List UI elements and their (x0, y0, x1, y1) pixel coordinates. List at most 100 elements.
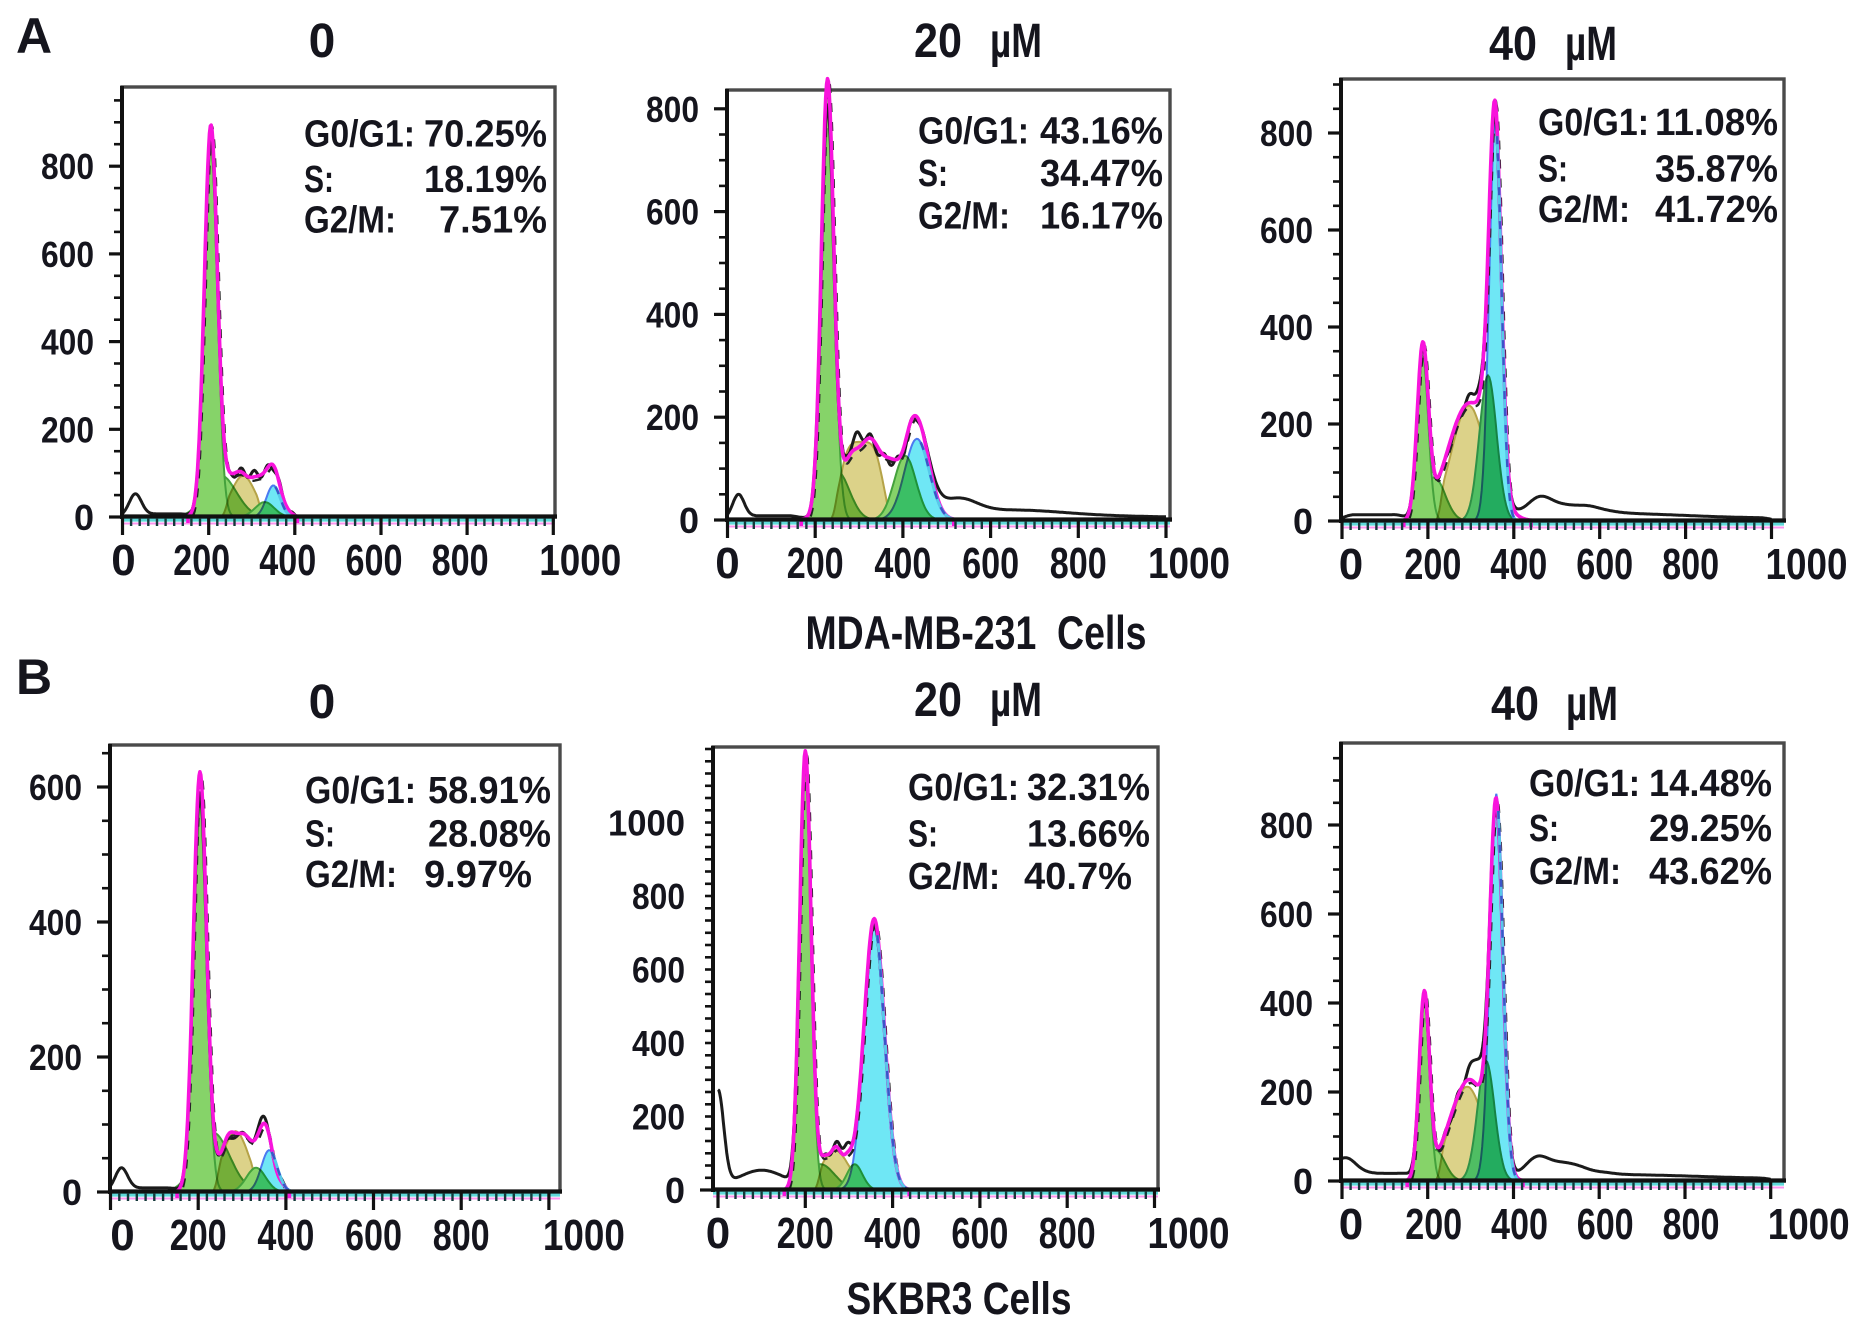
svg-text:800: 800 (1260, 805, 1313, 846)
svg-text:µM: µM (1566, 678, 1618, 731)
svg-text:800: 800 (1662, 540, 1719, 589)
svg-text:1000: 1000 (608, 803, 685, 844)
svg-text:200: 200 (1405, 1200, 1462, 1249)
svg-text:40: 40 (1491, 678, 1539, 731)
svg-text:400: 400 (646, 294, 699, 335)
svg-text:400: 400 (1260, 307, 1313, 348)
svg-text:G0/G1:: G0/G1: (908, 767, 1019, 809)
svg-text:G2/M:: G2/M: (1529, 851, 1621, 893)
svg-text:µM: µM (990, 15, 1042, 68)
svg-text:800: 800 (1663, 1200, 1720, 1249)
svg-text:S:: S: (1538, 149, 1568, 191)
svg-text:600: 600 (29, 767, 82, 808)
svg-text:600: 600 (346, 536, 403, 585)
svg-text:200: 200 (646, 397, 699, 438)
svg-text:32.31%: 32.31% (1027, 767, 1150, 809)
svg-text:20: 20 (914, 674, 962, 727)
svg-text:600: 600 (1576, 540, 1633, 589)
svg-text:S:: S: (1529, 808, 1559, 850)
svg-text:400: 400 (257, 1211, 314, 1260)
svg-text:400: 400 (29, 902, 82, 943)
svg-text:800: 800 (41, 146, 94, 187)
svg-text:600: 600 (632, 950, 685, 991)
svg-text:600: 600 (41, 234, 94, 275)
svg-text:0: 0 (110, 1211, 134, 1260)
svg-text:0: 0 (62, 1172, 82, 1213)
svg-text:600: 600 (951, 1209, 1008, 1258)
svg-text:G0/G1:: G0/G1: (1538, 102, 1649, 144)
svg-text:1000: 1000 (1768, 1200, 1850, 1249)
svg-text:400: 400 (632, 1023, 685, 1064)
svg-text:0: 0 (1293, 501, 1313, 542)
svg-text:40.7%: 40.7% (1024, 856, 1132, 898)
svg-text:S:: S: (305, 813, 335, 855)
svg-text:18.19%: 18.19% (424, 159, 547, 201)
svg-text:G2/M:: G2/M: (908, 856, 1000, 898)
svg-text:SKBR3 Cells: SKBR3 Cells (847, 1273, 1072, 1324)
svg-text:40: 40 (1489, 18, 1537, 71)
svg-text:0: 0 (665, 1170, 685, 1211)
svg-text:0: 0 (1293, 1161, 1313, 1202)
svg-text:G2/M:: G2/M: (304, 200, 396, 242)
svg-text:34.47%: 34.47% (1040, 153, 1163, 195)
svg-text:400: 400 (259, 536, 316, 585)
svg-text:200: 200 (41, 409, 94, 450)
svg-text:600: 600 (1260, 210, 1313, 251)
svg-text:13.66%: 13.66% (1027, 814, 1150, 856)
svg-text:400: 400 (1260, 983, 1313, 1024)
svg-text:200: 200 (787, 539, 844, 588)
svg-text:S:: S: (304, 159, 334, 201)
svg-text:16.17%: 16.17% (1040, 196, 1163, 238)
svg-text:G0/G1:: G0/G1: (304, 114, 415, 156)
svg-text:1000: 1000 (1148, 539, 1230, 588)
svg-text:29.25%: 29.25% (1649, 808, 1772, 850)
svg-text:600: 600 (1577, 1200, 1634, 1249)
svg-text:1000: 1000 (539, 536, 621, 585)
svg-text:MDA-MB-231 Cells: MDA-MB-231 Cells (806, 606, 1147, 659)
svg-text:G0/G1:: G0/G1: (1529, 763, 1640, 805)
svg-text:800: 800 (432, 536, 489, 585)
svg-text:200: 200 (1260, 404, 1313, 445)
svg-text:600: 600 (646, 192, 699, 233)
svg-text:800: 800 (1260, 113, 1313, 154)
svg-text:1000: 1000 (1766, 540, 1848, 589)
svg-text:G2/M:: G2/M: (918, 196, 1010, 238)
svg-text:0: 0 (1339, 540, 1363, 589)
svg-text:G0/G1:: G0/G1: (305, 770, 416, 812)
svg-text:0: 0 (309, 676, 336, 729)
svg-text:0: 0 (111, 536, 135, 585)
svg-text:200: 200 (1260, 1072, 1313, 1113)
svg-text:35.87%: 35.87% (1655, 149, 1778, 191)
svg-text:58.91%: 58.91% (428, 770, 551, 812)
svg-text:S:: S: (918, 153, 948, 195)
svg-text:0: 0 (706, 1209, 730, 1258)
svg-text:B: B (16, 649, 52, 705)
svg-text:800: 800 (632, 876, 685, 917)
svg-text:1000: 1000 (1148, 1209, 1230, 1258)
svg-text:A: A (16, 8, 52, 64)
svg-text:41.72%: 41.72% (1655, 189, 1778, 231)
svg-text:0: 0 (715, 539, 739, 588)
svg-text:200: 200 (29, 1037, 82, 1078)
svg-text:400: 400 (864, 1209, 921, 1258)
svg-text:200: 200 (632, 1097, 685, 1138)
svg-text:µM: µM (990, 674, 1042, 727)
svg-text:70.25%: 70.25% (424, 114, 547, 156)
svg-text:0: 0 (74, 497, 94, 538)
svg-text:1000: 1000 (543, 1211, 625, 1260)
svg-text:600: 600 (962, 539, 1019, 588)
svg-text:µM: µM (1565, 18, 1617, 71)
svg-text:200: 200 (777, 1209, 834, 1258)
svg-text:400: 400 (1490, 540, 1547, 589)
svg-text:400: 400 (41, 322, 94, 363)
svg-text:800: 800 (646, 89, 699, 130)
svg-text:600: 600 (1260, 894, 1313, 935)
svg-text:43.16%: 43.16% (1040, 111, 1163, 153)
svg-text:S:: S: (908, 814, 938, 856)
svg-text:0: 0 (309, 15, 336, 68)
svg-text:600: 600 (345, 1211, 402, 1260)
svg-text:200: 200 (1404, 540, 1461, 589)
svg-text:G0/G1:: G0/G1: (918, 111, 1029, 153)
svg-text:G2/M:: G2/M: (305, 854, 397, 896)
svg-text:43.62%: 43.62% (1649, 851, 1772, 893)
